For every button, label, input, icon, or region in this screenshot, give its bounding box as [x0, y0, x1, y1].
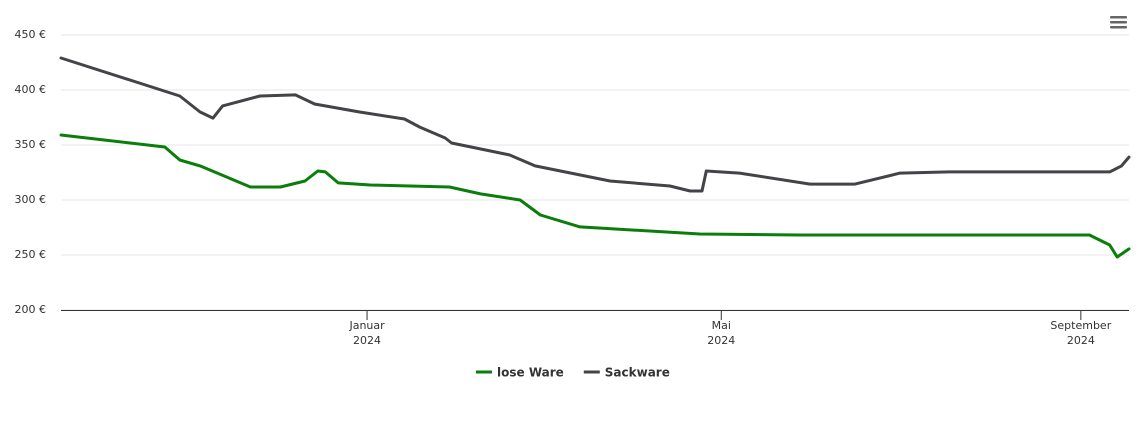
x-tick-label: Januar	[348, 319, 385, 332]
legend-item[interactable]: lose Ware	[476, 366, 564, 380]
y-tick-label: 250 €	[15, 248, 47, 261]
x-tick-sublabel: 2024	[353, 334, 381, 347]
y-tick-label: 450 €	[15, 28, 47, 41]
y-tick-label: 350 €	[15, 138, 47, 151]
menu-bar	[1110, 21, 1127, 24]
series-line	[59, 133, 1131, 259]
legend-label: Sackware	[605, 366, 670, 380]
x-tick-label: Mai	[712, 319, 731, 332]
menu-button[interactable]	[1110, 16, 1127, 29]
y-tick-label: 300 €	[15, 193, 47, 206]
series-line	[59, 56, 1131, 193]
x-tick-sublabel: 2024	[707, 334, 735, 347]
legend-label: lose Ware	[497, 366, 564, 380]
x-tick-label: September	[1050, 319, 1111, 332]
legend-item[interactable]: Sackware	[583, 366, 670, 380]
x-tick-sublabel: 2024	[1067, 334, 1095, 347]
menu-bar	[1110, 16, 1127, 19]
y-tick-label: 400 €	[15, 83, 47, 96]
menu-bar	[1110, 26, 1127, 29]
y-tick-label: 200 €	[15, 303, 47, 316]
legend: lose Ware Sackware	[476, 366, 670, 380]
